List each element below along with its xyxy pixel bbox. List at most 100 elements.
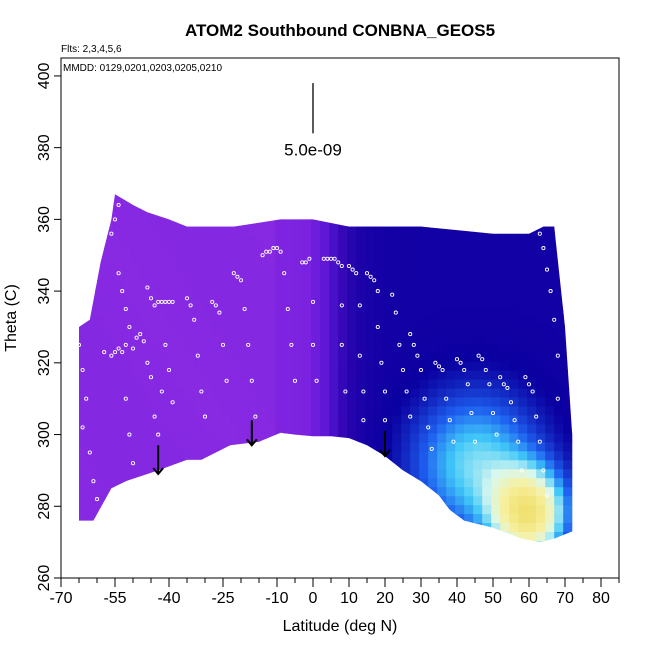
heatmap-cell bbox=[428, 370, 438, 380]
heatmap-cell bbox=[167, 504, 177, 515]
data-point bbox=[152, 303, 157, 308]
heatmap-cell bbox=[284, 370, 294, 380]
heatmap-cell bbox=[383, 414, 393, 425]
heatmap-cell bbox=[275, 325, 285, 335]
heatmap-cell bbox=[428, 495, 438, 506]
heatmap-cell bbox=[239, 513, 249, 523]
heatmap-cell bbox=[437, 540, 447, 543]
heatmap-cell bbox=[563, 271, 573, 281]
heatmap-cell bbox=[194, 208, 204, 219]
heatmap-cell bbox=[500, 325, 510, 335]
heatmap-cell bbox=[374, 379, 384, 389]
heatmap-cell bbox=[248, 522, 258, 532]
heatmap-cell bbox=[572, 236, 582, 246]
heatmap-cell bbox=[527, 432, 537, 443]
heatmap-cell bbox=[302, 208, 312, 219]
x-tick-label: -55 bbox=[103, 590, 126, 607]
heatmap-cell bbox=[176, 361, 186, 371]
heatmap-cell bbox=[68, 245, 78, 255]
heatmap-cell bbox=[122, 450, 132, 461]
heatmap-cell bbox=[131, 405, 141, 416]
heatmap-cell bbox=[527, 194, 537, 201]
heatmap-cell bbox=[140, 280, 150, 290]
heatmap-cell bbox=[95, 370, 105, 380]
heatmap-cell bbox=[212, 477, 222, 488]
heatmap-cell bbox=[563, 226, 573, 237]
heatmap-cell bbox=[275, 361, 285, 371]
heatmap-cell bbox=[131, 194, 141, 201]
heatmap-cell bbox=[473, 540, 483, 543]
heatmap-cell bbox=[347, 495, 357, 506]
heatmap-cell bbox=[392, 387, 402, 398]
heatmap-cell bbox=[248, 396, 258, 407]
heatmap-cell bbox=[122, 396, 132, 407]
heatmap-cell bbox=[365, 477, 375, 488]
heatmap-cell bbox=[140, 531, 150, 541]
heatmap-cell bbox=[464, 325, 474, 335]
heatmap-cell bbox=[95, 352, 105, 362]
heatmap-cell bbox=[527, 361, 537, 371]
heatmap-cell bbox=[365, 289, 375, 299]
data-point bbox=[422, 396, 427, 401]
heatmap-cell bbox=[86, 486, 96, 497]
heatmap-cell bbox=[347, 235, 357, 246]
heatmap-cell bbox=[365, 262, 375, 272]
heatmap-cell bbox=[365, 271, 375, 281]
data-point bbox=[192, 317, 197, 322]
heatmap-cell bbox=[509, 334, 519, 344]
heatmap-cell bbox=[455, 316, 465, 326]
heatmap-cell bbox=[320, 244, 330, 255]
heatmap-cell bbox=[545, 182, 555, 192]
heatmap-cell bbox=[347, 271, 357, 281]
heatmap-cell bbox=[392, 235, 402, 246]
x-tick-label: -10 bbox=[265, 590, 288, 607]
heatmap-cell bbox=[275, 450, 285, 461]
heatmap-cell bbox=[79, 289, 87, 299]
heatmap-cell bbox=[266, 316, 276, 326]
heatmap-cell bbox=[347, 289, 357, 299]
heatmap-cell bbox=[518, 208, 528, 219]
heatmap-cell bbox=[158, 325, 168, 335]
heatmap-cell bbox=[347, 226, 357, 237]
data-point bbox=[483, 367, 488, 373]
heatmap-cell bbox=[482, 414, 492, 425]
heatmap-cell bbox=[518, 513, 528, 523]
heatmap-cell bbox=[428, 194, 438, 201]
heatmap-cell bbox=[176, 513, 186, 523]
heatmap-cell bbox=[473, 244, 483, 255]
heatmap-cell bbox=[428, 271, 438, 281]
heatmap-cell bbox=[230, 379, 240, 389]
heatmap-cell bbox=[509, 271, 519, 281]
heatmap-cell bbox=[329, 513, 339, 523]
heatmap-cell bbox=[437, 423, 447, 434]
heatmap-cell bbox=[149, 199, 159, 210]
heatmap-cell bbox=[149, 441, 159, 452]
heatmap-cell bbox=[500, 235, 510, 246]
heatmap-cell bbox=[311, 298, 321, 308]
heatmap-cell bbox=[266, 298, 276, 308]
heatmap-cell bbox=[455, 405, 465, 416]
heatmap-cell bbox=[410, 199, 420, 210]
heatmap-cell bbox=[563, 289, 573, 299]
heatmap-cell bbox=[203, 298, 213, 308]
heatmap-cell bbox=[302, 477, 312, 488]
data-point bbox=[480, 357, 485, 362]
heatmap-cell bbox=[212, 531, 222, 541]
heatmap-cell bbox=[365, 208, 375, 219]
heatmap-cell bbox=[86, 352, 96, 362]
heatmap-cell bbox=[365, 253, 375, 263]
heatmap-cell bbox=[248, 414, 258, 425]
heatmap-cell bbox=[419, 486, 429, 497]
heatmap-cell bbox=[293, 280, 303, 290]
heatmap-cell bbox=[347, 396, 357, 407]
heatmap-cell bbox=[86, 316, 96, 326]
heatmap-cell bbox=[356, 468, 366, 479]
heatmap-cell bbox=[95, 477, 105, 488]
heatmap-cell bbox=[113, 370, 123, 380]
heatmap-cell bbox=[176, 423, 186, 434]
heatmap-cell bbox=[140, 307, 150, 317]
heatmap-cell bbox=[401, 199, 411, 210]
heatmap-cell bbox=[221, 531, 231, 541]
heatmap-cell bbox=[239, 334, 249, 344]
heatmap-cell bbox=[320, 504, 330, 515]
